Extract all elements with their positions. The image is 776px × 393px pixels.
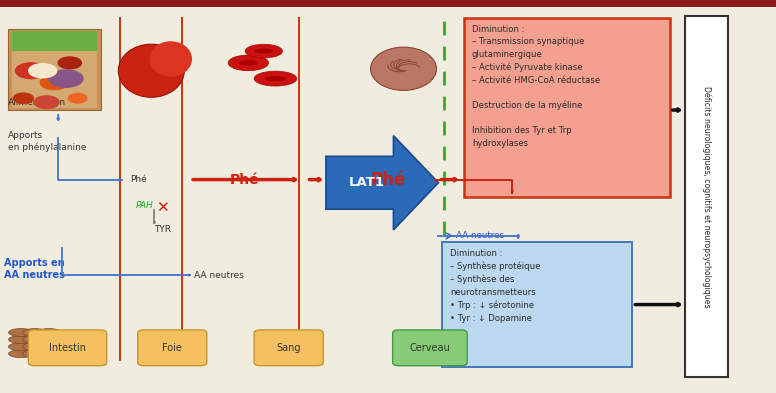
Ellipse shape <box>245 44 282 58</box>
FancyBboxPatch shape <box>464 18 670 196</box>
Circle shape <box>29 64 57 78</box>
Text: Phé: Phé <box>230 173 259 187</box>
Ellipse shape <box>23 329 47 336</box>
Text: Foie: Foie <box>162 343 182 353</box>
FancyBboxPatch shape <box>442 242 632 367</box>
Circle shape <box>58 57 81 69</box>
Ellipse shape <box>9 336 33 343</box>
Text: Phé: Phé <box>130 175 147 184</box>
Text: AA neutres: AA neutres <box>194 271 244 279</box>
Ellipse shape <box>36 350 61 358</box>
FancyBboxPatch shape <box>28 330 107 365</box>
Text: Cerveau: Cerveau <box>410 343 450 353</box>
Ellipse shape <box>9 329 33 336</box>
Ellipse shape <box>265 76 286 81</box>
Ellipse shape <box>23 336 47 343</box>
Text: Intestin: Intestin <box>49 343 86 353</box>
FancyBboxPatch shape <box>685 16 728 377</box>
FancyBboxPatch shape <box>137 330 206 365</box>
Ellipse shape <box>36 329 61 336</box>
Ellipse shape <box>228 55 268 71</box>
FancyBboxPatch shape <box>0 0 776 7</box>
Text: Alimentation: Alimentation <box>8 98 66 107</box>
Circle shape <box>49 70 83 87</box>
Text: LAT1: LAT1 <box>348 176 384 189</box>
Text: PAH: PAH <box>136 201 154 209</box>
Ellipse shape <box>23 343 47 351</box>
FancyBboxPatch shape <box>12 31 97 51</box>
Text: Déficits neurologiques, cognitifs et neuropsychologiques: Déficits neurologiques, cognitifs et neu… <box>702 86 712 307</box>
Text: Sang: Sang <box>276 343 301 353</box>
Circle shape <box>16 63 47 79</box>
Polygon shape <box>326 136 438 230</box>
Text: Diminution :
– Transmission synaptique
glutaminergique
– Activité Pyruvate kinas: Diminution : – Transmission synaptique g… <box>472 25 600 148</box>
Ellipse shape <box>9 343 33 351</box>
FancyBboxPatch shape <box>8 29 101 110</box>
Circle shape <box>40 75 68 90</box>
Ellipse shape <box>370 47 437 90</box>
Ellipse shape <box>23 350 47 358</box>
Text: Apports en
AA neutres: Apports en AA neutres <box>4 258 64 280</box>
FancyBboxPatch shape <box>393 330 467 365</box>
Ellipse shape <box>238 60 258 66</box>
Ellipse shape <box>118 44 185 97</box>
Ellipse shape <box>149 41 192 77</box>
Ellipse shape <box>9 350 33 358</box>
Circle shape <box>68 94 87 103</box>
Ellipse shape <box>36 336 61 343</box>
Text: AA neutres: AA neutres <box>456 231 504 240</box>
FancyBboxPatch shape <box>255 330 323 365</box>
Ellipse shape <box>255 49 273 53</box>
Text: TYR: TYR <box>154 226 171 234</box>
Circle shape <box>34 96 59 108</box>
FancyBboxPatch shape <box>12 31 97 108</box>
Text: Apports
en phénylalanine: Apports en phénylalanine <box>8 131 86 152</box>
Ellipse shape <box>254 71 296 86</box>
Ellipse shape <box>36 343 61 351</box>
Text: ✕: ✕ <box>156 200 168 215</box>
Circle shape <box>13 93 33 103</box>
Text: Diminution :
– Synthèse protéique
– Synthèse des
neurotransmetteurs
• Trp : ↓ sé: Diminution : – Synthèse protéique – Synt… <box>450 249 540 323</box>
Text: Phé: Phé <box>370 171 406 189</box>
